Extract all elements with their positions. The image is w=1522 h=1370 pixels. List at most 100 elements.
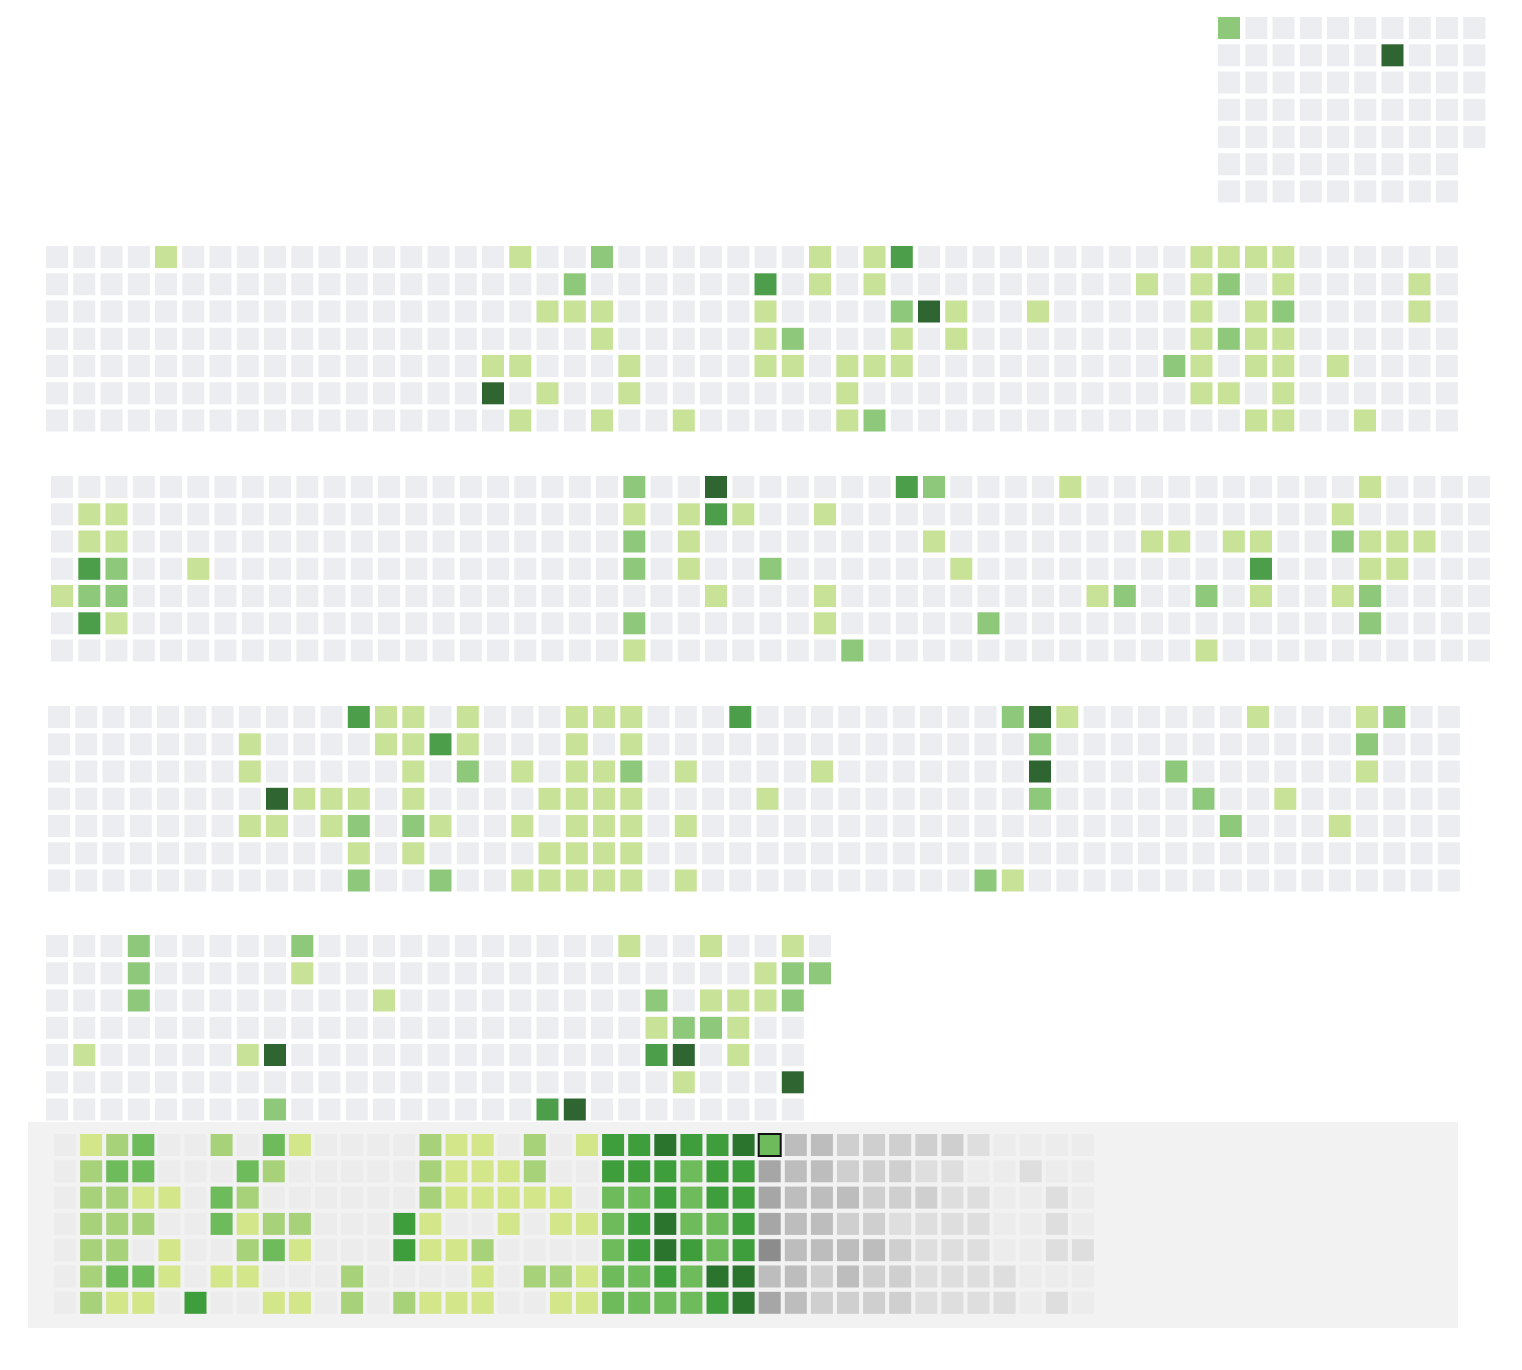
day-cell[interactable] [497, 1212, 520, 1235]
day-cell[interactable] [1195, 585, 1218, 607]
day-cell[interactable] [568, 503, 591, 526]
day-cell[interactable] [291, 273, 314, 296]
day-cell[interactable] [1136, 273, 1158, 296]
day-cell[interactable] [459, 476, 482, 498]
day-cell[interactable] [73, 989, 96, 1012]
day-cell[interactable] [400, 300, 423, 323]
day-cell[interactable] [1195, 612, 1218, 635]
day-cell[interactable] [1165, 733, 1188, 756]
day-cell[interactable] [393, 1291, 416, 1314]
day-cell[interactable] [238, 706, 261, 728]
day-cell[interactable] [677, 557, 700, 580]
day-cell[interactable] [459, 557, 482, 580]
day-cell[interactable] [1381, 126, 1404, 148]
day-cell[interactable] [73, 935, 96, 957]
day-cell[interactable] [727, 1016, 750, 1039]
day-cell[interactable] [75, 787, 98, 810]
day-cell[interactable] [1054, 300, 1077, 323]
day-cell[interactable] [482, 1098, 504, 1121]
day-cell[interactable] [367, 1239, 390, 1262]
day-cell[interactable] [1356, 842, 1378, 865]
day-cell[interactable] [923, 530, 945, 553]
day-cell[interactable] [945, 327, 968, 350]
day-cell[interactable] [677, 530, 700, 553]
day-cell[interactable] [672, 1016, 695, 1039]
day-cell[interactable] [972, 246, 995, 268]
day-cell[interactable] [400, 327, 423, 350]
day-cell[interactable] [1219, 842, 1242, 865]
day-cell[interactable] [210, 1134, 233, 1156]
day-cell[interactable] [400, 1044, 423, 1066]
day-cell[interactable] [538, 706, 561, 728]
day-cell[interactable] [445, 1160, 468, 1183]
day-cell[interactable] [706, 1291, 729, 1314]
day-cell[interactable] [647, 733, 670, 756]
day-cell[interactable] [628, 1186, 651, 1209]
day-cell[interactable] [977, 503, 1000, 526]
day-cell[interactable] [923, 639, 945, 662]
day-cell[interactable] [865, 815, 888, 837]
day-cell[interactable] [1027, 300, 1049, 323]
day-cell[interactable] [972, 273, 995, 296]
day-cell[interactable] [993, 1186, 1016, 1209]
day-cell[interactable] [187, 476, 210, 498]
day-cell[interactable] [1222, 530, 1245, 553]
day-cell[interactable] [320, 787, 343, 810]
day-cell[interactable] [132, 530, 155, 553]
day-cell[interactable] [700, 355, 722, 377]
day-cell[interactable] [1413, 476, 1436, 498]
day-cell[interactable] [1086, 612, 1109, 635]
day-cell[interactable] [378, 503, 400, 526]
day-cell[interactable] [100, 1098, 123, 1121]
day-cell[interactable] [1019, 1160, 1042, 1183]
day-cell[interactable] [241, 557, 264, 580]
day-cell[interactable] [1245, 327, 1267, 350]
day-cell[interactable] [158, 1212, 181, 1235]
day-cell[interactable] [700, 246, 722, 268]
day-cell[interactable] [345, 300, 368, 323]
day-cell[interactable] [350, 639, 373, 662]
day-cell[interactable] [947, 815, 970, 837]
day-cell[interactable] [100, 962, 123, 985]
day-cell[interactable] [759, 585, 782, 607]
day-cell[interactable] [1328, 815, 1351, 837]
day-cell[interactable] [375, 760, 397, 783]
day-cell[interactable] [1045, 1186, 1068, 1209]
day-cell[interactable] [1245, 153, 1268, 176]
day-cell[interactable] [536, 1071, 559, 1094]
day-cell[interactable] [950, 476, 973, 498]
day-cell[interactable] [1190, 300, 1213, 323]
day-cell[interactable] [836, 273, 859, 296]
day-cell[interactable] [1245, 126, 1268, 148]
day-cell[interactable] [1386, 530, 1409, 553]
day-cell[interactable] [291, 327, 314, 350]
day-cell[interactable] [915, 1134, 938, 1156]
day-cell[interactable] [889, 1134, 912, 1156]
day-cell[interactable] [945, 273, 968, 296]
day-cell[interactable] [482, 962, 504, 985]
day-cell[interactable] [786, 557, 809, 580]
day-cell[interactable] [341, 1291, 364, 1314]
day-cell[interactable] [1141, 557, 1163, 580]
day-cell[interactable] [702, 706, 724, 728]
day-cell[interactable] [732, 612, 755, 635]
day-cell[interactable] [1110, 760, 1133, 783]
day-cell[interactable] [1436, 17, 1458, 39]
day-cell[interactable] [1245, 409, 1267, 432]
day-cell[interactable] [706, 1134, 729, 1156]
day-cell[interactable] [1190, 382, 1213, 405]
day-cell[interactable] [484, 842, 506, 865]
day-cell[interactable] [487, 557, 509, 580]
day-cell[interactable] [293, 842, 316, 865]
day-cell[interactable] [918, 273, 940, 296]
day-cell[interactable] [672, 382, 695, 405]
day-cell[interactable] [373, 935, 395, 957]
day-cell[interactable] [106, 1212, 129, 1235]
day-cell[interactable] [127, 355, 150, 377]
day-cell[interactable] [1463, 98, 1486, 121]
day-cell[interactable] [1054, 246, 1077, 268]
day-cell[interactable] [596, 503, 618, 526]
day-cell[interactable] [1113, 585, 1136, 607]
day-cell[interactable] [46, 1098, 68, 1121]
day-cell[interactable] [241, 476, 264, 498]
